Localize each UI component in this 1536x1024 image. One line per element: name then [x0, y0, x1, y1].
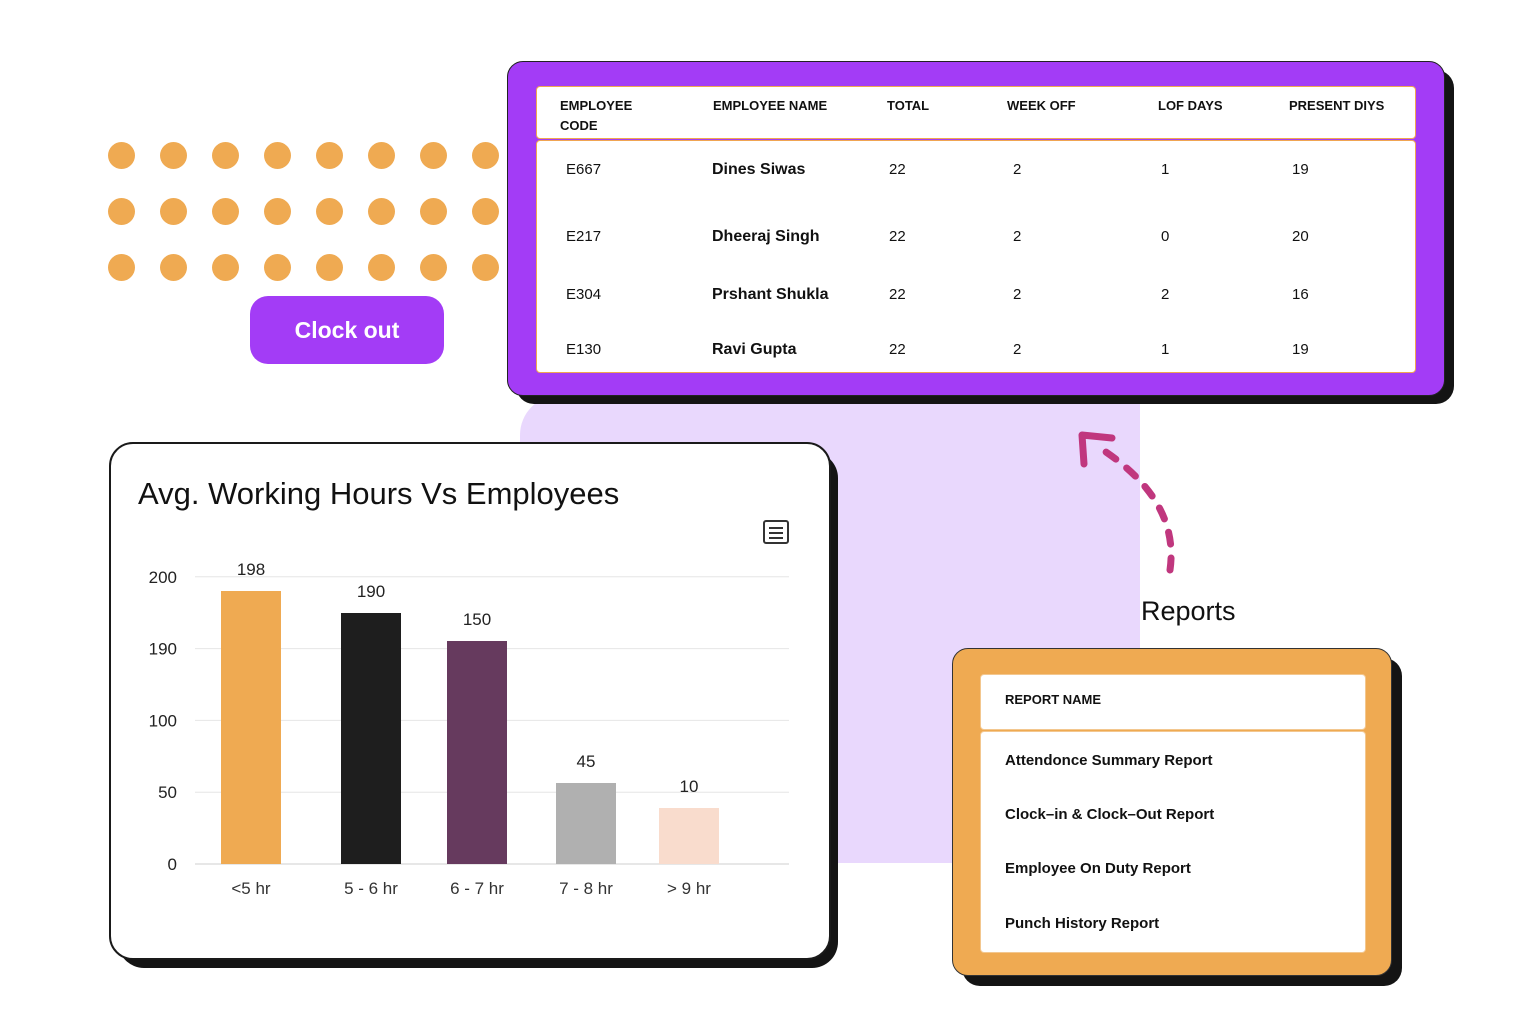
header-employee-name: EMPLOYEE NAME	[713, 98, 828, 113]
hamburger-menu-icon[interactable]	[763, 520, 789, 544]
report-item-clock-in-out[interactable]: Clock–in & Clock–Out Report	[1005, 806, 1215, 823]
cell-employee-code: E667	[566, 161, 602, 178]
decorative-dot	[368, 142, 395, 169]
decorative-dot	[472, 198, 499, 225]
decorative-dot	[368, 198, 395, 225]
decorative-dot	[420, 142, 447, 169]
decorative-dot	[368, 254, 395, 281]
report-item-punch-history[interactable]: Punch History Report	[1005, 915, 1160, 932]
table-row[interactable]: E304 Prshant Shukla 22 2 2 16	[537, 286, 1415, 310]
y-tick-label: 100	[149, 711, 177, 730]
decorative-dot	[316, 198, 343, 225]
cell-total: 22	[889, 286, 906, 303]
x-category-label: 6 - 7 hr	[450, 879, 504, 898]
dashed-arrow-icon	[1078, 431, 1175, 574]
decorative-dot	[472, 142, 499, 169]
y-tick-label: 200	[149, 568, 177, 587]
header-employee-code: EMPLOYEE CODE	[560, 98, 633, 133]
cell-employee-name: Prshant Shukla	[712, 286, 829, 303]
table-row[interactable]: E217 Dheeraj Singh 22 2 0 20	[537, 228, 1415, 252]
decorative-dot	[264, 198, 291, 225]
bar[interactable]	[556, 783, 616, 864]
decorative-dot	[108, 254, 135, 281]
decorative-dot	[160, 142, 187, 169]
bar-data-label: 198	[237, 560, 265, 579]
decorative-dot	[160, 198, 187, 225]
decorative-dot	[212, 142, 239, 169]
decorative-dot	[316, 254, 343, 281]
cell-week-off: 2	[1013, 286, 1022, 303]
cell-employee-code: E217	[566, 228, 602, 245]
header-present-days: PRESENT DIYS	[1289, 98, 1385, 113]
employee-table-header: EMPLOYEE CODE EMPLOYEE NAME TOTAL WEEK O…	[536, 86, 1416, 139]
cell-total: 22	[889, 161, 906, 178]
report-item-employee-on-duty[interactable]: Employee On Duty Report	[1005, 860, 1191, 877]
decorative-dot	[108, 142, 135, 169]
chart-card: Avg. Working Hours Vs Employees 0 50 100 19…	[109, 442, 831, 960]
reports-card: REPORT NAME Attendonce Summary Report Cl…	[952, 648, 1392, 976]
employee-table-card: EMPLOYEE CODE EMPLOYEE NAME TOTAL WEEK O…	[507, 61, 1445, 396]
header-report-name: REPORT NAME	[1005, 692, 1102, 707]
cell-present-days: 16	[1292, 286, 1309, 303]
header-total: TOTAL	[887, 98, 930, 113]
cell-lof-days: 1	[1161, 161, 1170, 178]
y-tick-label: 190	[149, 640, 177, 659]
decorative-dot	[472, 254, 499, 281]
cell-week-off: 2	[1013, 341, 1022, 358]
decorative-dot	[212, 254, 239, 281]
decorative-dot	[160, 254, 187, 281]
cell-employee-name: Dheeraj Singh	[712, 228, 820, 245]
reports-list: Attendonce Summary Report Clock–in & Clo…	[980, 731, 1366, 953]
decorative-dot-grid	[108, 142, 508, 287]
report-item-attendance-summary[interactable]: Attendonce Summary Report	[1005, 752, 1213, 769]
cell-employee-name: Dines Siwas	[712, 161, 806, 178]
cell-present-days: 19	[1292, 341, 1309, 358]
x-category-label: <5 hr	[231, 879, 271, 898]
chart-title: Avg. Working Hours Vs Employees	[138, 476, 620, 511]
reports-table-header: REPORT NAME	[980, 674, 1366, 730]
decorative-dot	[108, 198, 135, 225]
x-category-label: 7 - 8 hr	[559, 879, 613, 898]
decorative-dot	[264, 254, 291, 281]
cell-total: 22	[889, 228, 906, 245]
header-week-off: WEEK OFF	[1007, 98, 1076, 113]
decorative-dot	[420, 198, 447, 225]
bar[interactable]	[659, 808, 719, 864]
cell-employee-name: Ravi Gupta	[712, 341, 797, 358]
table-row[interactable]: E130 Ravi Gupta 22 2 1 19	[537, 341, 1415, 365]
x-category-label: 5 - 6 hr	[344, 879, 398, 898]
decorative-dot	[212, 198, 239, 225]
cell-lof-days: 2	[1161, 286, 1170, 303]
y-tick-label: 50	[158, 783, 177, 802]
cell-present-days: 19	[1292, 161, 1309, 178]
cell-week-off: 2	[1013, 161, 1022, 178]
header-lof-days: LOF DAYS	[1158, 98, 1223, 113]
clock-out-button[interactable]: Clock out	[250, 296, 444, 364]
bar-chart: 0 50 100 190 200 198 <5 hr 190 5 - 6 hr 150 6 - 7 …	[149, 560, 789, 898]
bar[interactable]	[341, 613, 401, 864]
decorative-dot	[316, 142, 343, 169]
reports-label: Reports	[1141, 596, 1236, 626]
bar-data-label: 10	[680, 777, 699, 796]
bar-data-label: 45	[577, 752, 596, 771]
y-tick-label: 0	[168, 855, 177, 874]
decorative-dot	[420, 254, 447, 281]
employee-table-body: E667 Dines Siwas 22 2 1 19 E217 Dheeraj Singh 22…	[536, 140, 1416, 373]
table-row[interactable]: E667 Dines Siwas 22 2 1 19	[537, 161, 1415, 185]
cell-week-off: 2	[1013, 228, 1022, 245]
bar[interactable]	[447, 641, 507, 864]
x-category-label: > 9 hr	[667, 879, 711, 898]
cell-present-days: 20	[1292, 228, 1309, 245]
cell-lof-days: 0	[1161, 228, 1170, 245]
bar[interactable]	[221, 591, 281, 864]
cell-employee-code: E304	[566, 286, 602, 303]
cell-employee-code: E130	[566, 341, 602, 358]
cell-total: 22	[889, 341, 906, 358]
bar-data-label: 150	[463, 610, 491, 629]
decorative-dot	[264, 142, 291, 169]
bar-data-label: 190	[357, 582, 385, 601]
cell-lof-days: 1	[1161, 341, 1170, 358]
